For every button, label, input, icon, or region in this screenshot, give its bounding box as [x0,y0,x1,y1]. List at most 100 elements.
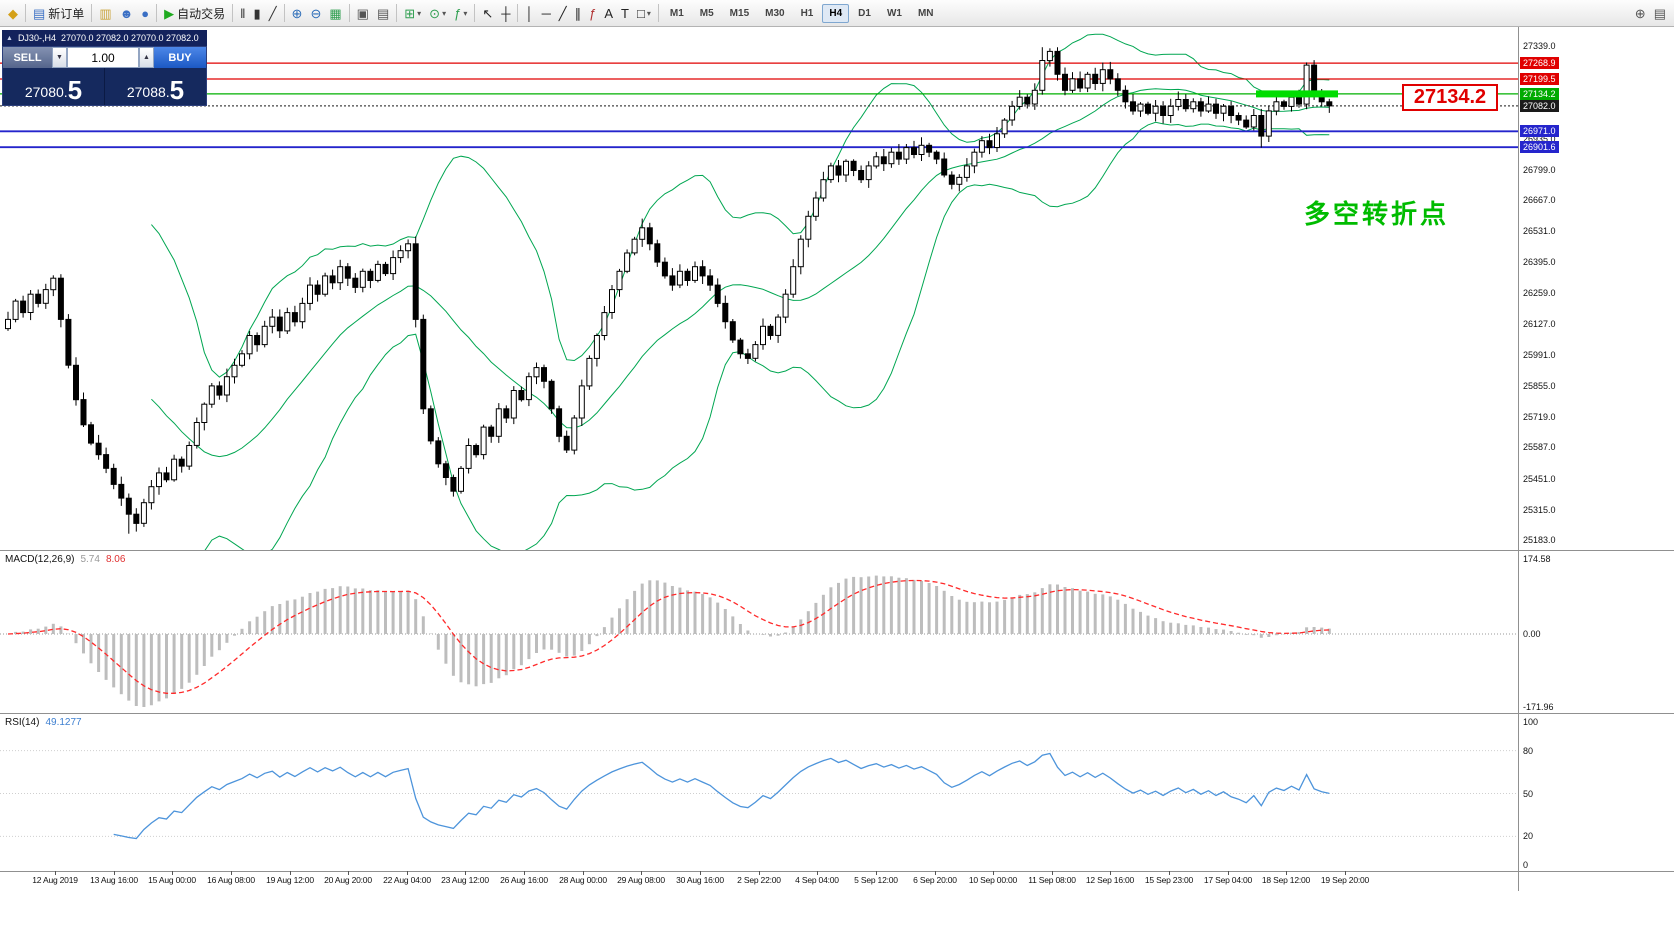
collapse-panel-icon[interactable]: ▲ [6,34,13,42]
charts-folder-icon: ▥ [99,5,112,21]
crosshair-tool-button[interactable]: ┼ [498,2,513,24]
time-axis-label: 20 Aug 20:00 [324,875,372,885]
volume-up-button[interactable]: ▲ [139,47,154,68]
price-line-badge-27199.5[interactable]: 27199.5 [1520,72,1559,85]
line-chart-type-button[interactable]: ╱ [266,2,280,24]
time-axis-tick [290,871,291,875]
arrange-windows-icon: ▤ [376,5,390,21]
macd-chart[interactable] [0,551,1518,713]
timeframe-m5[interactable]: M5 [699,7,714,19]
channel-tool-button[interactable]: ∥ [572,2,585,24]
buy-price[interactable]: 27088. 5 [104,68,206,105]
profile-button[interactable]: ☻ [117,2,137,24]
price-axis-label: 27339.0 [1523,41,1556,51]
autotrade-button[interactable]: ▶ 自动交易 [161,2,228,24]
toolbar-separator [396,4,398,22]
time-axis-tick [935,871,936,875]
macd-signal-value: 8.06 [105,554,126,565]
buy-button[interactable]: BUY [154,47,206,68]
price-line-badge-27268.9[interactable]: 27268.9 [1520,57,1559,70]
time-axis-label: 23 Aug 12:00 [441,875,489,885]
vertical-line-tool-button[interactable]: │ [522,2,536,24]
period-selector-button[interactable]: ⊙ ▾ [426,2,449,24]
time-axis-tick [172,871,173,875]
terminal-logo-button[interactable]: ◆ [5,2,21,24]
text-tool-button[interactable]: A [601,2,616,24]
side-panel-button[interactable]: ▤ [1651,2,1669,24]
zoom-out-button[interactable]: ⊖ [307,2,324,24]
time-axis-tick [876,871,877,875]
sell-price-big: 5 [67,74,83,105]
price-axis-label: 26799.0 [1523,164,1556,175]
text-tool-icon: A [604,5,614,21]
tile-windows-icon: ▦ [329,5,342,21]
macd-axis-label: 174.58 [1523,554,1551,564]
headset-button[interactable]: ● [138,2,152,24]
timeframe-w1[interactable]: W1 [886,7,902,19]
time-axis-tick [465,871,466,875]
cascade-windows-button[interactable]: ▣ [354,2,372,24]
arrange-windows-button[interactable]: ▤ [374,2,392,24]
main-macd-divider[interactable] [0,550,1674,551]
timeframe-m30[interactable]: M30 [765,7,785,19]
period-selector-dropdown-icon[interactable]: ▾ [442,8,447,18]
volume-input[interactable] [67,47,139,68]
macd-axis-label: 0.00 [1523,629,1541,639]
charts-folder-button[interactable]: ▥ [96,2,114,24]
indicators-list-button[interactable]: ƒ ▾ [451,2,470,24]
new-chart-dropdown-icon[interactable]: ▾ [417,8,422,18]
price-line-badge-26901.6[interactable]: 26901.6 [1520,141,1559,154]
new-chart-icon: ⊞ [404,5,416,21]
toolbar-separator [283,4,285,22]
cursor-tool-button[interactable]: ↖ [479,2,496,24]
candle-chart-type-button[interactable]: ▮ [251,2,264,24]
timeframe-d1[interactable]: D1 [858,7,871,19]
price-line-badge-27134.2[interactable]: 27134.2 [1520,87,1559,100]
bar-chart-type-button[interactable]: ‖ [237,2,248,24]
indicators-list-dropdown-icon[interactable]: ▾ [463,8,468,18]
zoom-in-button[interactable]: ⊕ [289,2,306,24]
search-button[interactable]: ⊕ [1632,2,1649,24]
time-axis-tick [1286,871,1287,875]
volume-down-button[interactable]: ▼ [52,47,67,68]
timeframe-mn[interactable]: MN [917,7,934,19]
label-tool-button[interactable]: T [618,2,632,24]
time-axis-label: 13 Aug 16:00 [90,875,138,885]
new-chart-button[interactable]: ⊞ ▾ [401,2,424,24]
time-axis-label: 11 Sep 08:00 [1028,875,1076,885]
new-order-icon: ▤ [33,5,46,21]
tile-windows-button[interactable]: ▦ [326,2,344,24]
fibonacci-tool-button[interactable]: ƒ [586,2,599,24]
horizontal-line-tool-button[interactable]: ─ [539,2,554,24]
time-axis-tick [993,871,994,875]
timeframe-m15[interactable]: M15 [729,7,750,19]
sell-button[interactable]: SELL [3,47,52,68]
timeframe-h4[interactable]: H4 [822,3,850,23]
time-axis-tick [1110,871,1111,875]
new-order-button[interactable]: ▤ 新订单 [30,2,87,24]
price-callout[interactable]: 27134.2 [1402,84,1498,111]
shapes-tool-button[interactable]: □ ▾ [634,2,654,24]
price-line-badge-26971.0[interactable]: 26971.0 [1520,125,1559,138]
cascade-windows-icon: ▣ [356,5,369,21]
timeframe-m1[interactable]: M1 [669,7,684,19]
macd-rsi-divider[interactable] [0,713,1674,714]
time-axis-tick [55,871,56,875]
price-line-badge-27082.0[interactable]: 27082.0 [1520,99,1559,112]
main-chart[interactable] [0,27,1518,550]
shapes-tool-dropdown-icon[interactable]: ▾ [646,8,651,18]
rsi-name: RSI(14) [5,717,40,728]
sell-price[interactable]: 27080. 5 [3,68,104,105]
rsi-axis-label: 100 [1523,717,1539,727]
trendline-tool-button[interactable]: ╱ [556,2,570,24]
turning-point-annotation[interactable]: 多空转折点 [1304,199,1450,229]
label-tool-icon: T [621,5,629,21]
time-axis-tick [524,871,525,875]
profile-icon: ☻ [119,5,134,21]
time-axis-label: 30 Aug 16:00 [676,875,724,885]
timeframe-h1[interactable]: H1 [800,7,814,19]
rsi-chart[interactable] [0,714,1518,871]
buy-price-base: 27088. [126,84,170,100]
time-axis-tick [1345,871,1346,875]
price-axis-divider [1518,27,1519,891]
